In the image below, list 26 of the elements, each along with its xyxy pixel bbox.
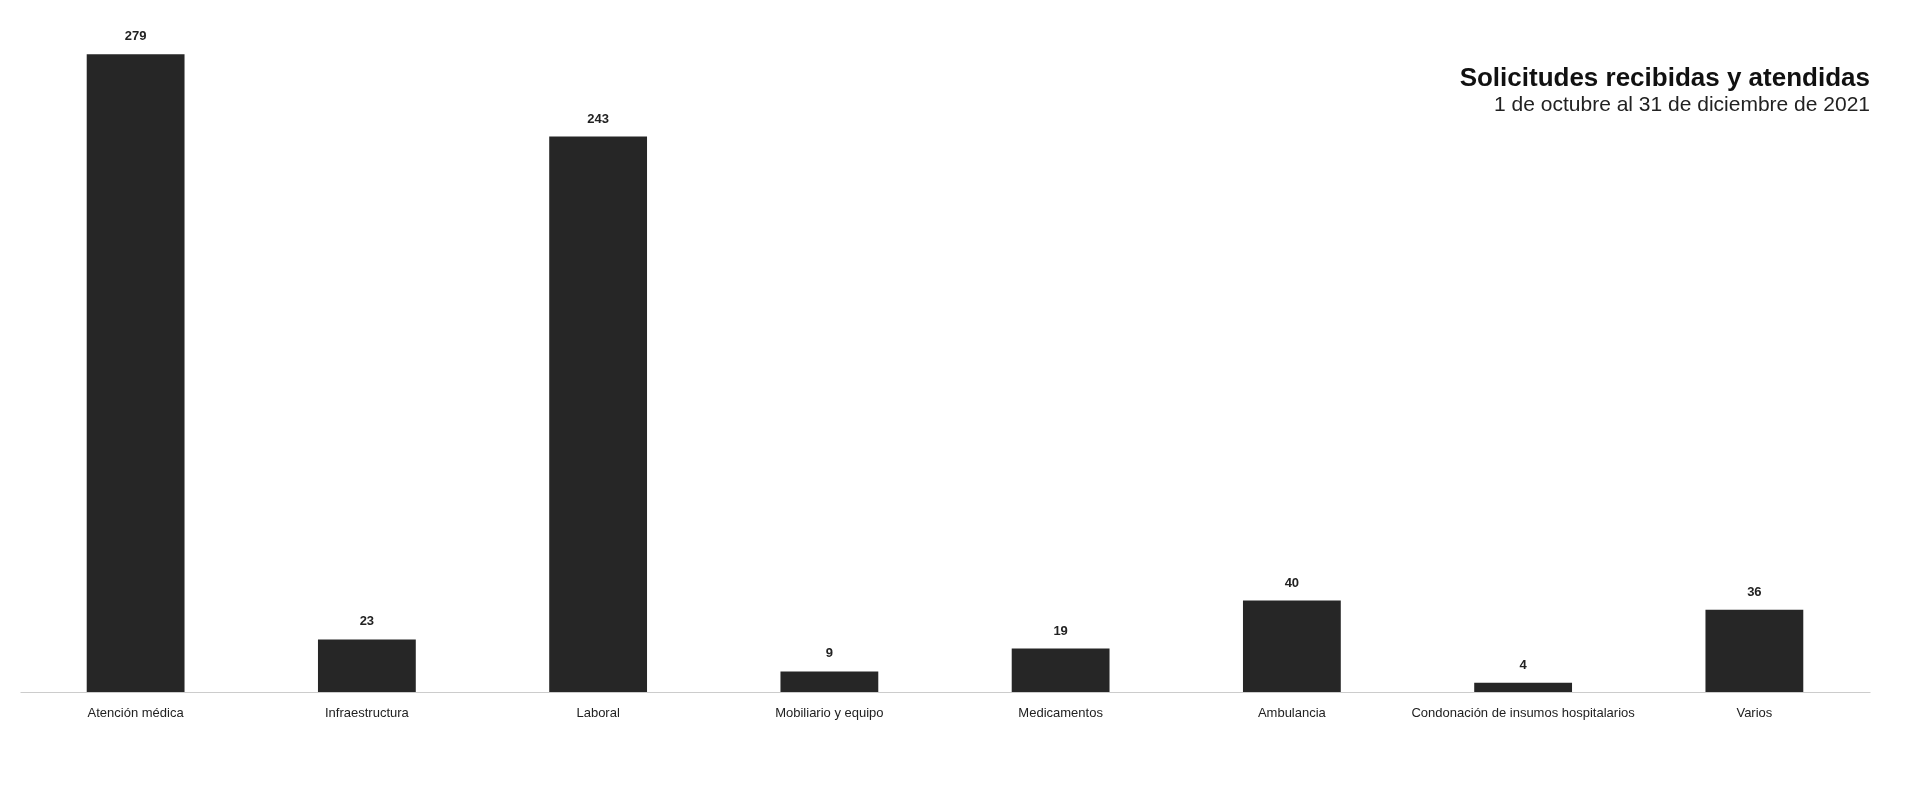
x-tick-label: Ambulancia — [1257, 704, 1327, 720]
bar — [1474, 682, 1573, 692]
data-label: 9 — [825, 645, 833, 661]
data-label: 4 — [1519, 656, 1528, 672]
x-tick-label: Condonación de insumos hospitalarios — [1411, 704, 1636, 720]
bar — [1011, 648, 1110, 692]
x-tick-label: Atención médica — [87, 704, 185, 720]
bar — [1242, 600, 1341, 692]
bar — [549, 136, 648, 692]
x-tick-label: Varios — [1736, 704, 1773, 720]
x-tick-label: Mobiliario y equipo — [775, 704, 884, 720]
data-label: 243 — [587, 110, 609, 126]
data-label: 279 — [124, 28, 147, 44]
x-tick-label: Infraestructura — [324, 704, 410, 720]
chart-title: Solicitudes recibidas y atendidas — [1459, 62, 1870, 93]
bar — [1705, 609, 1804, 692]
data-label: 19 — [1053, 622, 1068, 638]
data-label: 40 — [1284, 574, 1300, 590]
x-tick-label: Laboral — [576, 704, 620, 720]
bar — [86, 54, 185, 692]
data-label: 23 — [359, 613, 375, 629]
data-label: 36 — [1747, 583, 1762, 599]
text: 1 de octubre al 31 de diciembre de 2021 — [1494, 92, 1870, 116]
x-tick-label: Medicamentos — [1018, 704, 1104, 720]
bar — [317, 639, 416, 692]
bar — [780, 671, 879, 692]
